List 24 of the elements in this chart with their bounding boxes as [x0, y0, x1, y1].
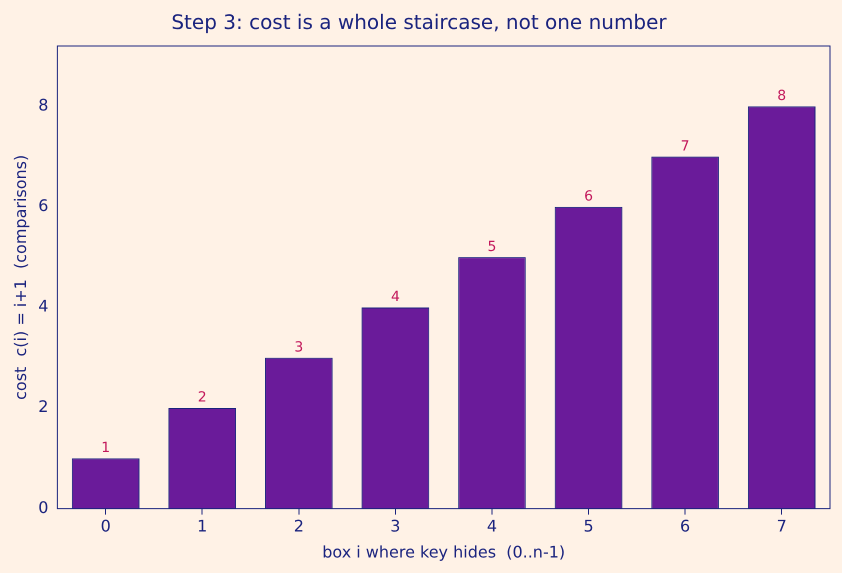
y-tick-label: 4 — [38, 296, 48, 316]
chart-title: Step 3: cost is a whole staircase, not one number — [171, 10, 668, 34]
data-label: 7 — [680, 138, 690, 154]
y-tick-label: 8 — [38, 95, 48, 114]
x-tick-label: 4 — [486, 516, 498, 536]
x-tick-label: 2 — [294, 516, 304, 536]
x-tick-label: 5 — [583, 516, 594, 536]
x-tick-label: 7 — [776, 516, 787, 536]
x-tick-label: 3 — [390, 516, 400, 536]
data-label: 1 — [101, 440, 110, 456]
data-label: 8 — [777, 88, 786, 104]
y-tick-label: 6 — [38, 196, 48, 216]
x-tick-label: 1 — [197, 516, 208, 536]
data-label: 6 — [584, 188, 594, 205]
y-axis-title: cost c(i) = i+1 (comparisons) — [10, 154, 30, 400]
data-label: 4 — [390, 289, 400, 306]
x-axis-title: box i where key hides (0..n-1) — [322, 542, 566, 562]
data-label: 2 — [198, 390, 207, 406]
x-tick-label: 6 — [680, 516, 690, 536]
x-tick-label: 0 — [100, 516, 111, 536]
data-label: 5 — [488, 238, 496, 255]
data-label: 3 — [294, 339, 304, 356]
y-tick-label: 2 — [38, 397, 48, 416]
y-tick-label: 0 — [38, 498, 48, 517]
